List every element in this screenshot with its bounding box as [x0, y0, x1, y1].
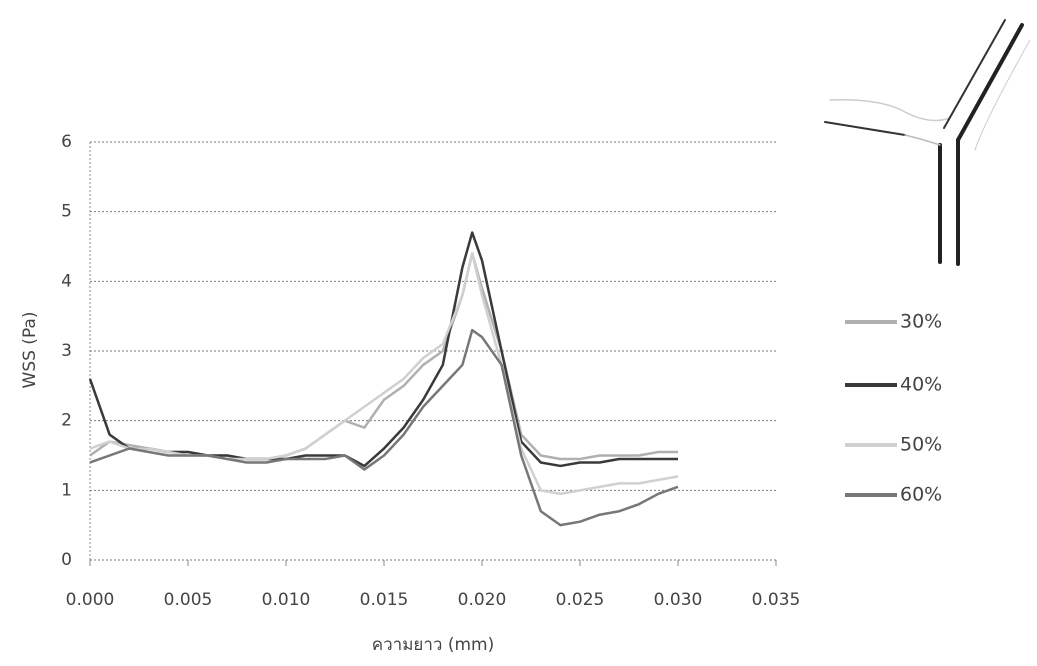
x-tick-label: 0.030	[654, 590, 703, 610]
x-tick-label: 0.020	[458, 590, 507, 610]
legend-label: 60%	[900, 484, 942, 506]
x-axis-title: ความยาว (mm)	[372, 635, 495, 655]
y-tick-label: 3	[61, 341, 72, 361]
x-tick-label: 0.035	[752, 590, 801, 610]
y-tick-label: 5	[61, 202, 72, 222]
series-line	[88, 231, 678, 468]
series-line	[89, 252, 678, 461]
y-tick-label: 1	[61, 480, 72, 500]
legend-label: 30%	[900, 311, 942, 333]
x-tick-label: 0.005	[164, 590, 213, 610]
y-axis-title: WSS (Pa)	[20, 312, 40, 389]
y-tick-label: 0	[61, 550, 72, 570]
x-tick-label: 0.000	[66, 590, 115, 610]
legend-label: 50%	[900, 434, 942, 456]
x-tick-label: 0.025	[556, 590, 605, 610]
y-tick-label: 6	[61, 132, 72, 152]
y-tick-label: 2	[61, 411, 72, 431]
x-tick-label: 0.010	[262, 590, 311, 610]
x-tick-label: 0.015	[360, 590, 409, 610]
y-tick-label: 4	[61, 271, 72, 291]
legend-label: 40%	[900, 374, 942, 396]
series-line	[89, 328, 679, 527]
vessel-diagram	[824, 19, 1031, 266]
